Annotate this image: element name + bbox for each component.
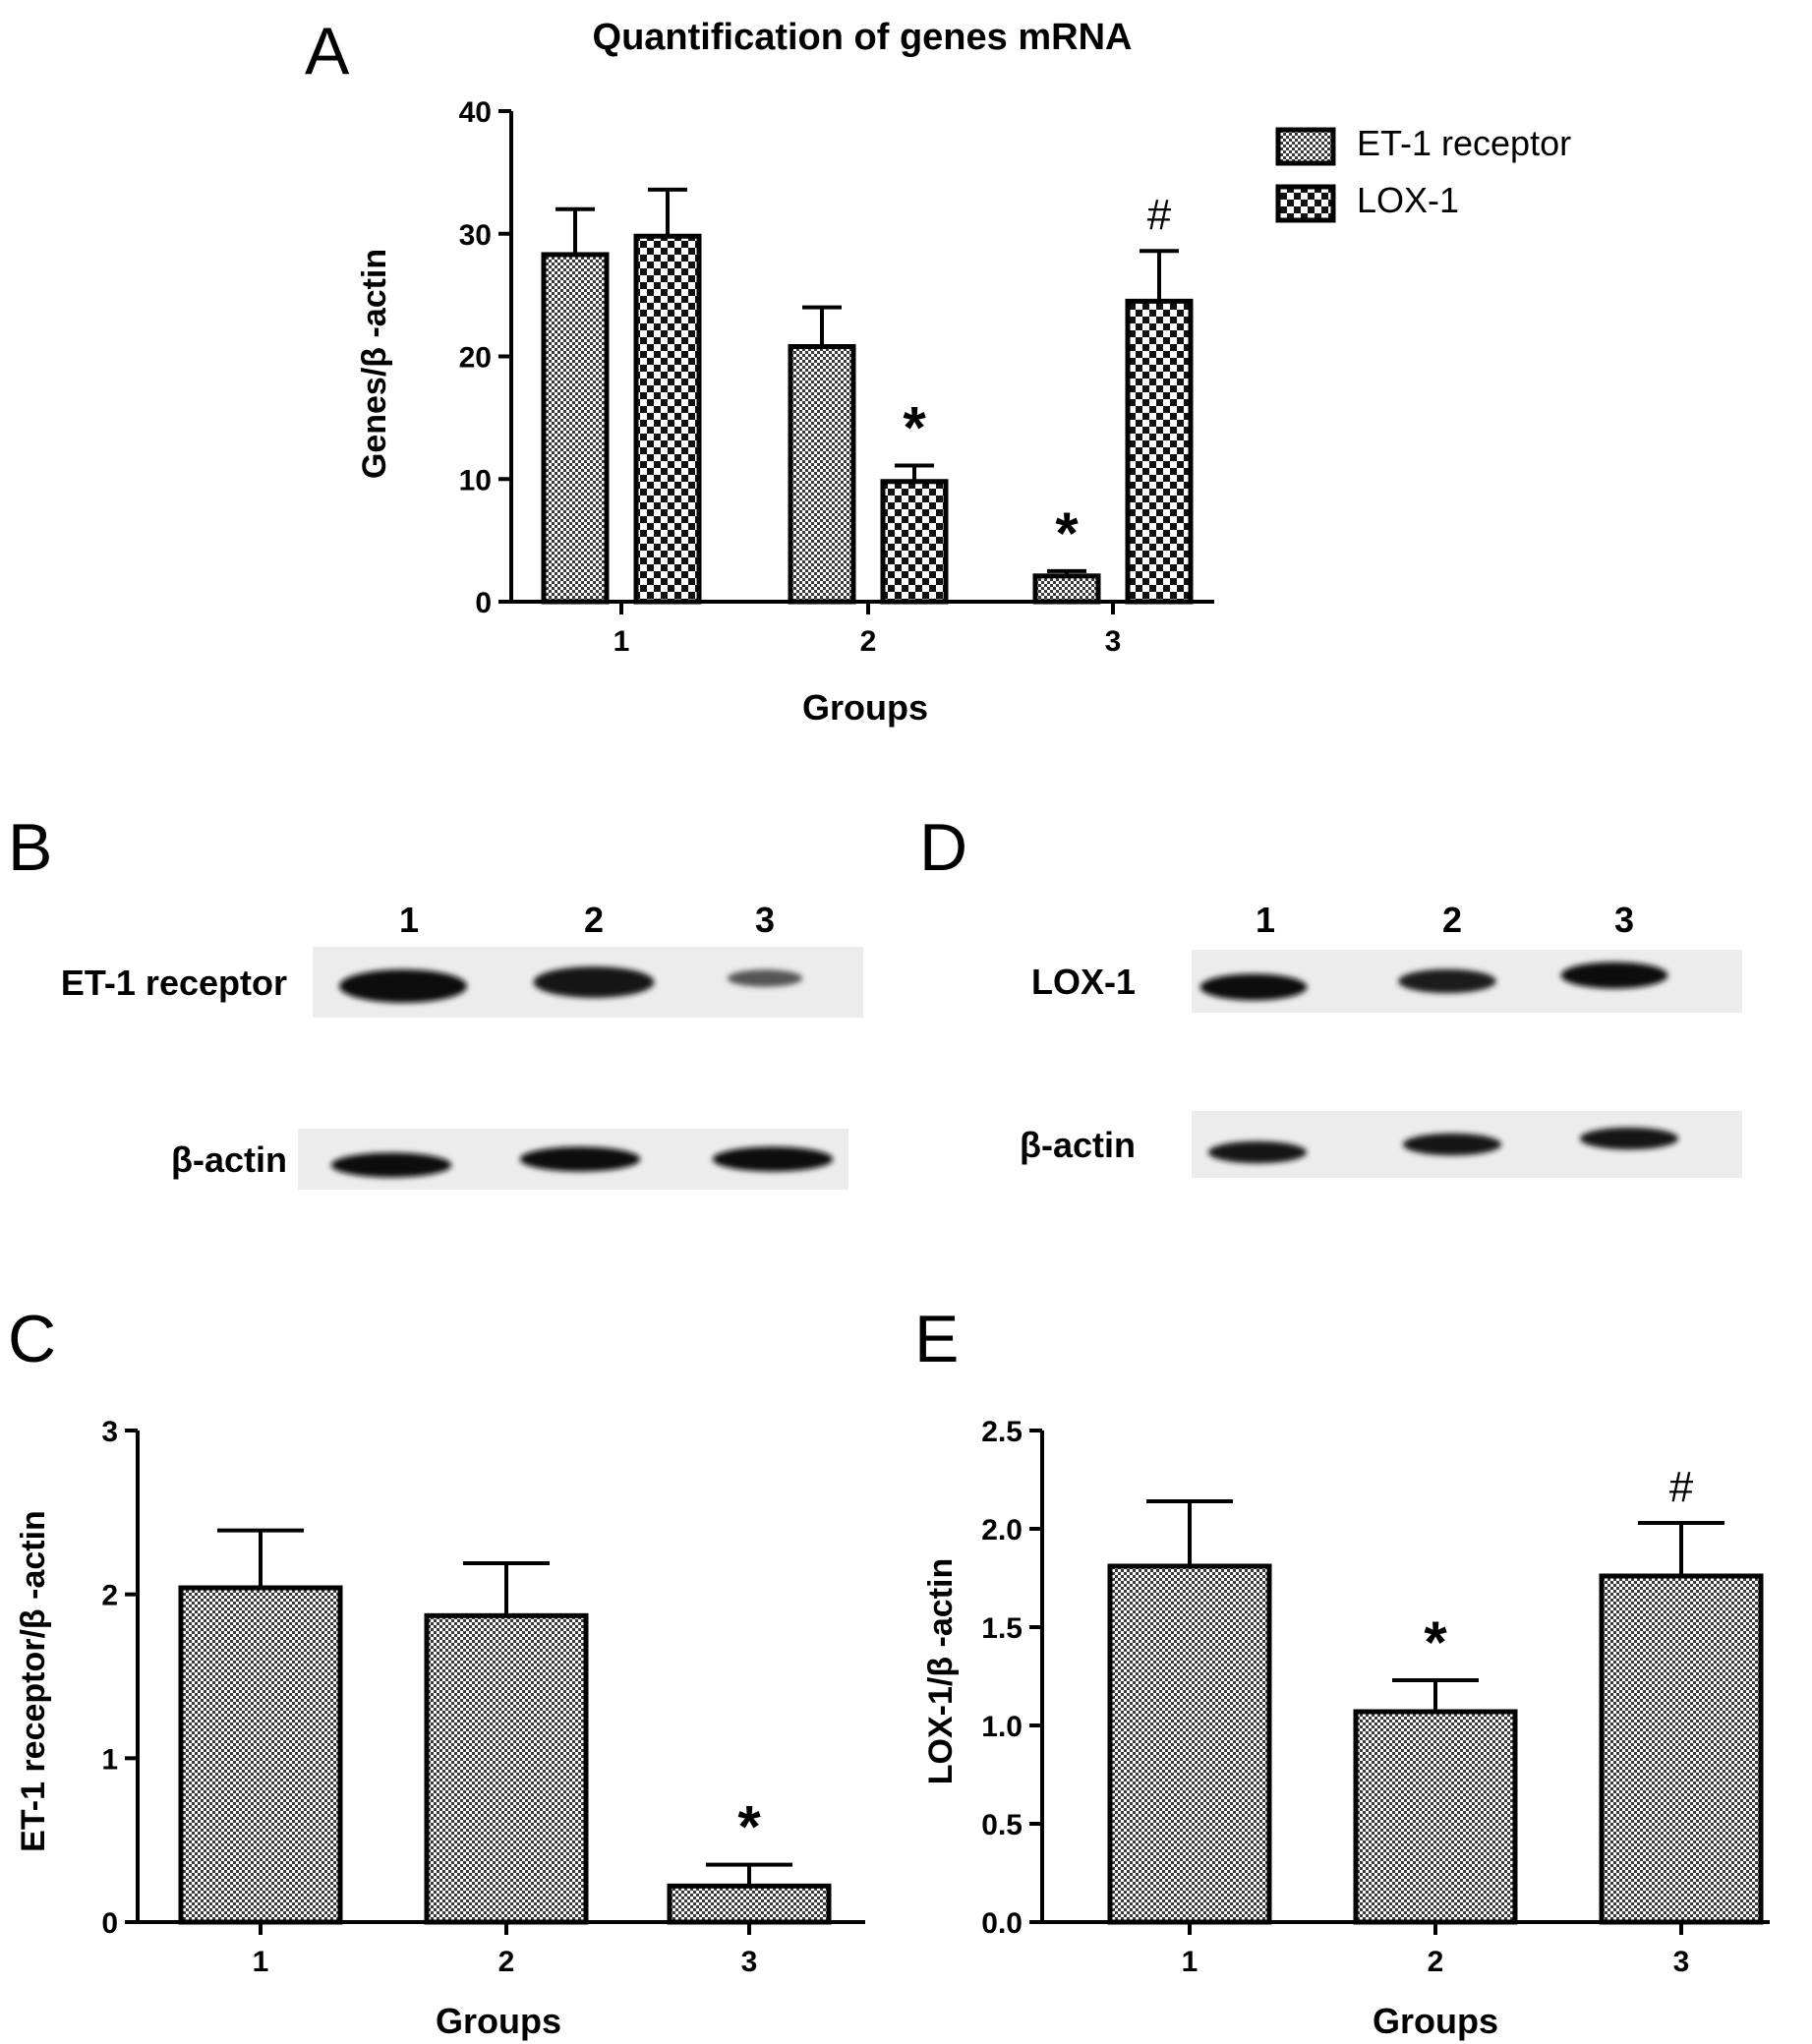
y-tick-label: 0.5 bbox=[981, 1809, 1023, 1841]
bar bbox=[1107, 1563, 1272, 1925]
lane-label: 3 bbox=[755, 900, 775, 940]
significance-marker: # bbox=[1147, 191, 1172, 239]
y-tick-label: 0 bbox=[101, 1907, 118, 1940]
chart-c-x-axis-label: Groups bbox=[436, 2001, 561, 2041]
blot-band bbox=[1402, 1133, 1502, 1156]
x-tick-label: 3 bbox=[1673, 1946, 1690, 1978]
blot-band bbox=[1560, 962, 1668, 989]
x-tick-label: 1 bbox=[253, 1946, 269, 1978]
bar bbox=[1599, 1573, 1764, 1925]
blot-row-label: LOX-1 bbox=[1031, 962, 1136, 1002]
chart-e-y-axis-label: LOX-1/β -actin bbox=[922, 1558, 960, 1784]
blot-band bbox=[519, 1146, 641, 1172]
x-tick-label: 1 bbox=[614, 625, 630, 658]
bar bbox=[788, 344, 856, 605]
x-tick-label: 2 bbox=[1428, 1946, 1444, 1978]
chart-a-genes-mrna: Quantification of genes mRNA Genes/β -ac… bbox=[356, 17, 1571, 728]
panel-letter-d: D bbox=[919, 810, 967, 885]
significance-marker: * bbox=[903, 395, 926, 461]
bar bbox=[1032, 573, 1101, 605]
legend-swatch bbox=[1275, 184, 1336, 223]
bar bbox=[1353, 1709, 1518, 1925]
y-tick-label: 30 bbox=[459, 219, 492, 252]
y-tick-label: 10 bbox=[459, 464, 492, 496]
blot-band bbox=[339, 969, 467, 1003]
y-tick-label: 2 bbox=[101, 1580, 118, 1612]
panel-letter-b: B bbox=[8, 810, 52, 885]
y-tick-label: 1.5 bbox=[981, 1612, 1023, 1645]
y-tick-label: 40 bbox=[459, 96, 492, 129]
chart-e-x-axis-label: Groups bbox=[1373, 2001, 1498, 2041]
y-tick-label: 0.0 bbox=[981, 1907, 1023, 1940]
x-tick-label: 2 bbox=[860, 625, 877, 658]
blot-row-label: β-actin bbox=[1020, 1125, 1136, 1165]
chart-c-et1-receptor: ET-1 receptor/β -actin Groups 0 1 2 3 1 2 3 * bbox=[15, 1416, 865, 2041]
legend-label: LOX-1 bbox=[1357, 180, 1459, 220]
x-tick-label: 3 bbox=[1105, 625, 1122, 658]
chart-e-lox1: LOX-1/β -actin Groups 0.0 0.5 1.0 1.5 2.0 2.5… bbox=[922, 1416, 1770, 2041]
x-tick-label: 2 bbox=[498, 1946, 515, 1978]
y-tick-label: 0 bbox=[475, 587, 492, 619]
blot-band bbox=[1579, 1127, 1679, 1150]
bar bbox=[178, 1585, 343, 1925]
bar bbox=[633, 233, 702, 605]
chart-a-x-axis-label: Groups bbox=[802, 687, 928, 728]
chart-c-y-axis-label: ET-1 receptor/β -actin bbox=[15, 1510, 52, 1852]
x-tick-label: 1 bbox=[1182, 1946, 1198, 1978]
y-tick-label: 2.5 bbox=[981, 1416, 1023, 1448]
y-tick-label: 1.0 bbox=[981, 1711, 1023, 1743]
blot-band bbox=[1199, 973, 1308, 1001]
y-tick-label: 20 bbox=[459, 342, 492, 375]
y-tick-label: 1 bbox=[101, 1743, 118, 1776]
significance-marker: * bbox=[737, 1794, 761, 1860]
bar bbox=[880, 479, 949, 605]
significance-marker: # bbox=[1669, 1463, 1694, 1511]
bar bbox=[667, 1883, 832, 1925]
legend-label: ET-1 receptor bbox=[1357, 123, 1571, 163]
y-tick-label: 3 bbox=[101, 1416, 118, 1448]
blot-row-label: ET-1 receptor bbox=[61, 963, 287, 1003]
panel-letter-e: E bbox=[914, 1302, 959, 1376]
lane-label: 2 bbox=[584, 900, 604, 940]
blot-band bbox=[727, 969, 803, 987]
lane-label: 3 bbox=[1614, 900, 1634, 940]
chart-a-title: Quantification of genes mRNA bbox=[593, 17, 1133, 58]
bar bbox=[541, 252, 610, 605]
y-tick-label: 2.0 bbox=[981, 1514, 1023, 1547]
lane-label: 1 bbox=[1256, 900, 1275, 940]
blot-row-label: β-actin bbox=[171, 1139, 287, 1180]
lane-label: 2 bbox=[1442, 900, 1462, 940]
significance-marker: * bbox=[1424, 1609, 1447, 1675]
blot-band bbox=[533, 966, 655, 998]
chart-a-y-axis-label: Genes/β -actin bbox=[356, 249, 393, 479]
x-tick-label: 3 bbox=[741, 1946, 758, 1978]
blot-band bbox=[1398, 968, 1496, 994]
panel-letter-a: A bbox=[305, 14, 350, 88]
legend-swatch bbox=[1275, 127, 1336, 166]
blot-band bbox=[712, 1146, 834, 1172]
blot-d-lox1: 1 2 3 LOX-1 β-actin bbox=[1020, 900, 1742, 1178]
lane-label: 1 bbox=[399, 900, 419, 940]
bar bbox=[1125, 298, 1194, 605]
blot-band bbox=[1207, 1140, 1308, 1164]
panel-letter-c: C bbox=[8, 1302, 56, 1376]
bar bbox=[424, 1612, 589, 1925]
blot-b-et1-receptor: 1 2 3 ET-1 receptor β-actin bbox=[61, 900, 863, 1190]
blot-band bbox=[330, 1152, 452, 1178]
significance-marker: * bbox=[1055, 500, 1079, 566]
